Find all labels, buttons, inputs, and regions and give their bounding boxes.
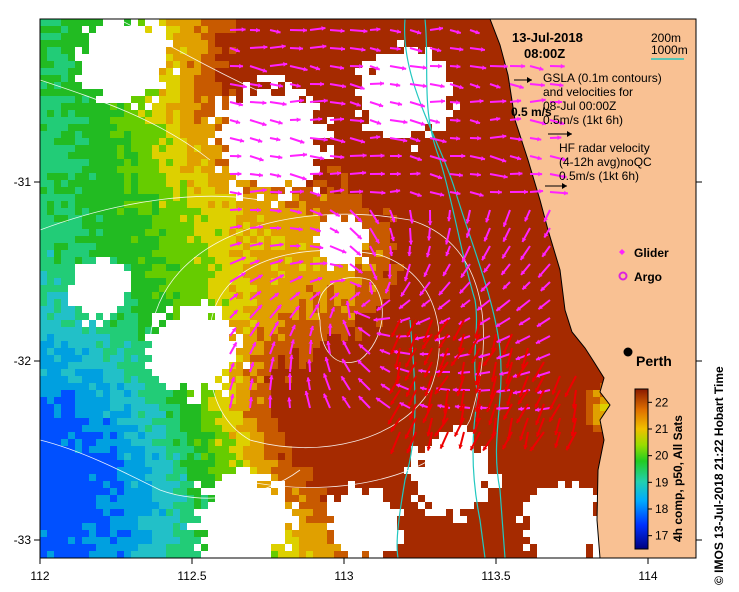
colorbar-tick-label: 22 [655,395,669,409]
overlay-speed-label: 0.5 m/s [511,105,552,119]
gsla-legend-line1: GSLA (0.1m contours) [543,71,662,85]
gsla-contours [40,19,484,499]
hf-legend-scale: 0.5m/s (1kt 6h) [559,169,639,183]
colorbar-tick-label: 21 [655,422,669,436]
axis-ticks: 112112.5113113.5114114.5115115.5116-31-3… [14,175,702,583]
colorbar-tick-label: 17 [655,529,669,543]
hf-legend-line1: HF radar velocity [559,141,650,155]
y-tick-label: -31 [14,175,32,189]
gsla-legend-line2: and velocities for [543,85,633,99]
city-marker-icon [623,347,633,357]
hf-legend-line2: (4-12h avg)noQC [559,155,652,169]
y-tick-label: -32 [14,354,32,368]
x-tick-label: 114 [638,569,657,583]
x-tick-label: 113.5 [481,569,510,583]
colorbar-ticks: 22 21 20 19 18 17 [648,395,669,543]
colorbar-tick-label: 20 [655,449,669,463]
colorbar-tick-label: 19 [655,475,669,489]
x-tick-label: 112.5 [177,569,206,583]
title-date: 13-Jul-2018 [512,30,583,45]
velocity-arrows [229,26,577,455]
depth-200m-label: 200m [651,31,681,45]
x-tick-label: 113 [334,569,353,583]
argo-legend-label: Argo [634,270,662,284]
colorbar [634,388,649,550]
glider-marker-icon [619,249,625,255]
glider-legend-label: Glider [634,246,669,260]
footer-credit: © IMOS 13-Jul-2018 21:22 Hobart Time [712,366,726,585]
plot-frame [39,18,697,559]
city-label: Perth [636,353,672,369]
depth-1000m-label: 1000m [651,43,688,57]
gsla-legend-line3: 08-Jul 00:00Z [543,99,616,113]
gsla-legend-scale: 0.5m/s (1kt 6h) [543,113,623,127]
title-time: 08:00Z [524,46,565,61]
argo-marker-icon [618,271,628,281]
y-tick-label: -33 [14,533,32,547]
x-tick-label: 112 [30,569,49,583]
colorbar-label: 4h comp, p50, All Sats [671,415,685,542]
colorbar-tick-label: 18 [655,502,669,516]
